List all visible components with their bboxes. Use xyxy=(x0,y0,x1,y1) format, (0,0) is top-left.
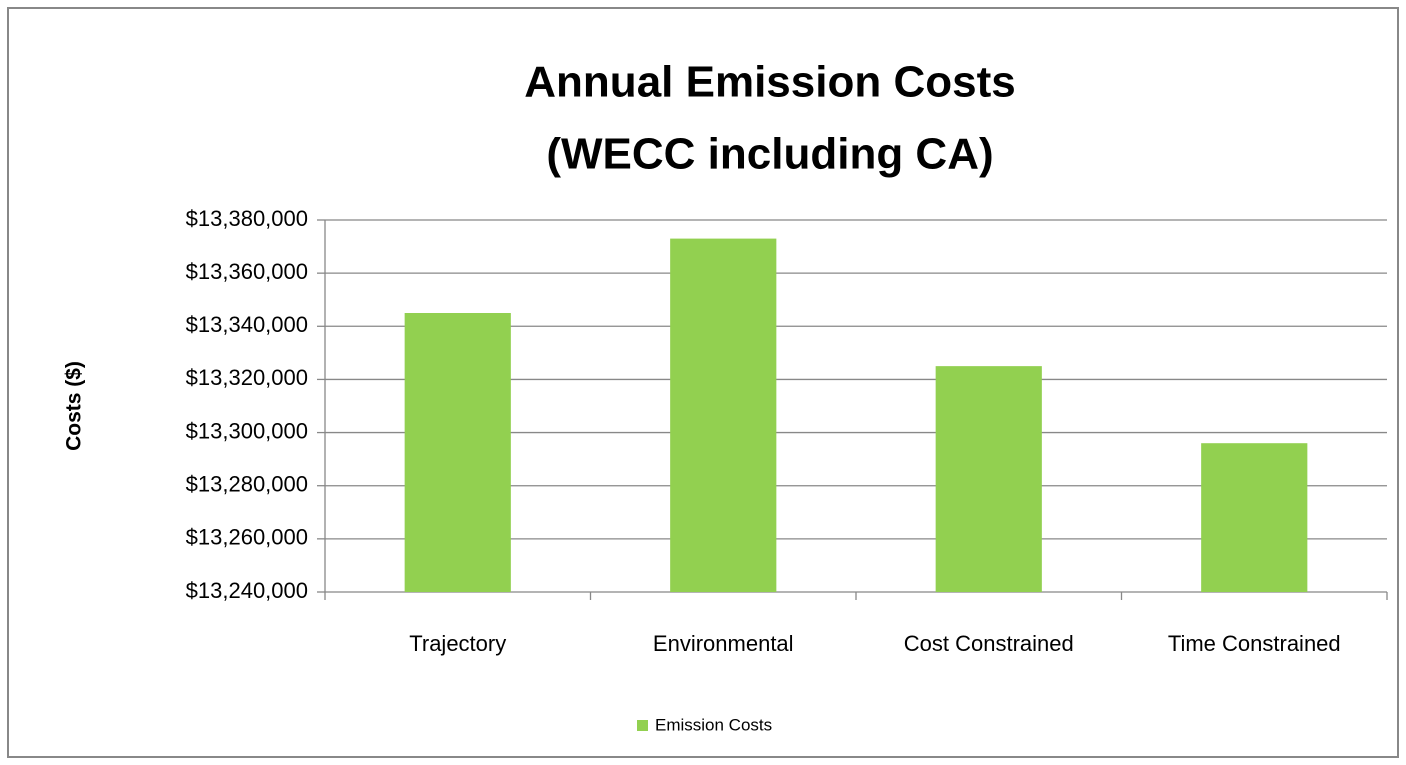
y-axis-label: Costs ($) xyxy=(63,361,86,451)
y-tick-label: $13,320,000 xyxy=(186,365,308,390)
y-tick-label: $13,340,000 xyxy=(186,312,308,337)
y-tick-label: $13,280,000 xyxy=(186,472,308,497)
y-tick-label: $13,380,000 xyxy=(186,206,308,231)
y-tick-label: $13,240,000 xyxy=(186,578,308,603)
legend-label: Emission Costs xyxy=(655,715,772,734)
y-tick-label: $13,360,000 xyxy=(186,259,308,284)
bar xyxy=(935,366,1042,592)
x-tick-label: Time Constrained xyxy=(1168,631,1341,656)
x-tick-label: Trajectory xyxy=(409,631,506,656)
x-tick-label: Environmental xyxy=(653,631,794,656)
chart-title: (WECC including CA) xyxy=(546,130,993,179)
bar xyxy=(670,238,777,592)
chart-title: Annual Emission Costs xyxy=(524,58,1015,107)
x-tick-label: Cost Constrained xyxy=(904,631,1074,656)
bar xyxy=(1201,443,1308,592)
y-tick-label: $13,260,000 xyxy=(186,525,308,550)
legend-swatch xyxy=(637,720,648,731)
bar xyxy=(404,313,511,592)
y-tick-label: $13,300,000 xyxy=(186,418,308,443)
